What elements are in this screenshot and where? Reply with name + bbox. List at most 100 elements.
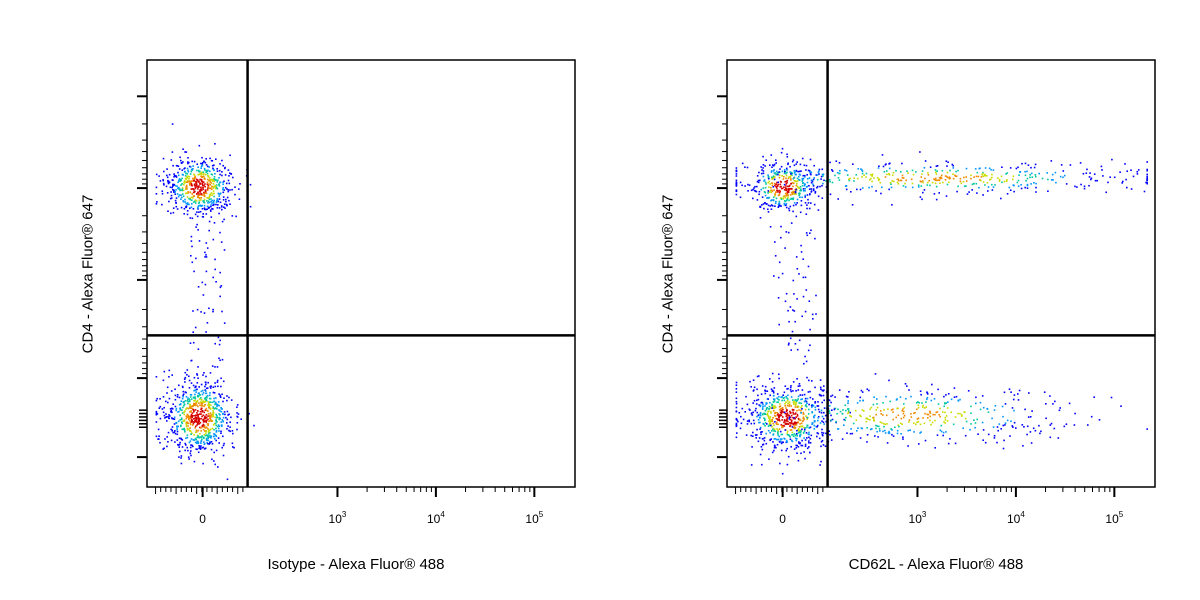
event-dot: [172, 179, 174, 181]
event-dot: [753, 386, 756, 389]
event-dot: [992, 426, 995, 428]
event-dot: [207, 186, 210, 188]
event-dot: [814, 192, 817, 194]
event-dot: [889, 400, 891, 403]
event-dot: [187, 191, 189, 193]
event-dot: [812, 188, 815, 190]
event-dot: [942, 431, 945, 434]
event-dot: [223, 411, 226, 413]
event-dot: [790, 179, 792, 181]
event-dot: [794, 437, 797, 440]
event-dot: [982, 194, 984, 196]
event-dot: [197, 195, 199, 197]
event-dot: [900, 171, 902, 173]
event-dot: [798, 192, 800, 195]
event-dot: [1083, 185, 1086, 188]
event-dot: [776, 421, 778, 424]
event-dot: [920, 176, 923, 178]
event-dot: [193, 174, 196, 176]
event-dot: [236, 416, 239, 418]
event-dot: [818, 168, 821, 171]
event-dot: [200, 397, 202, 399]
event-dot: [181, 188, 184, 190]
event-dot: [804, 183, 806, 186]
event-dot: [786, 463, 789, 466]
event-dot: [800, 422, 803, 425]
event-dot: [198, 190, 201, 193]
event-dot: [757, 181, 760, 184]
event-dot: [892, 408, 894, 411]
event-dot: [773, 196, 775, 199]
event-dot: [204, 185, 206, 188]
event-dot: [191, 405, 193, 408]
event-dot: [218, 404, 220, 407]
event-dot: [205, 158, 207, 160]
event-dot: [774, 193, 776, 195]
event-dot: [773, 399, 776, 402]
event-dot: [772, 175, 775, 177]
event-dot: [777, 191, 779, 193]
event-dot: [751, 414, 754, 416]
event-dot: [209, 392, 211, 394]
event-dot: [218, 409, 220, 411]
event-dot: [1008, 186, 1011, 189]
event-dot: [171, 407, 173, 410]
event-dot: [775, 197, 778, 200]
event-dot: [839, 169, 841, 172]
event-dot: [788, 414, 791, 417]
event-dot: [190, 407, 193, 409]
event-dot: [926, 393, 929, 395]
event-dot: [801, 315, 803, 318]
event-dot: [782, 394, 784, 396]
event-dot: [218, 413, 220, 415]
event-dot: [188, 161, 190, 164]
event-dot: [785, 410, 788, 412]
event-dot: [759, 414, 762, 417]
event-dot: [197, 196, 199, 199]
event-dot: [207, 401, 210, 403]
event-dot: [771, 418, 773, 421]
event-dot: [752, 419, 755, 422]
event-dot: [829, 180, 831, 183]
event-dot: [209, 194, 211, 197]
event-dot: [756, 399, 758, 402]
event-dot: [938, 192, 940, 194]
event-dot: [219, 173, 221, 176]
event-dot: [1032, 427, 1035, 430]
event-dot: [185, 178, 187, 181]
event-dot: [218, 198, 221, 200]
event-dot: [876, 425, 879, 427]
event-dot: [746, 423, 749, 425]
event-dot: [1090, 177, 1093, 180]
event-dot: [1002, 424, 1005, 427]
event-dot: [735, 175, 738, 177]
event-dot: [805, 213, 808, 215]
event-dot: [853, 180, 855, 182]
event-dot: [186, 400, 189, 402]
event-dot: [786, 430, 789, 433]
event-dot: [182, 428, 185, 430]
event-dot: [896, 398, 898, 400]
event-dot: [216, 198, 219, 200]
event-dot: [807, 349, 810, 352]
event-dot: [156, 413, 159, 415]
event-dot: [201, 411, 203, 413]
event-dot: [1000, 175, 1003, 178]
event-dot: [831, 181, 834, 184]
event-dot: [753, 187, 755, 189]
event-dot: [193, 177, 196, 179]
event-dot: [756, 180, 759, 183]
event-dot: [902, 436, 904, 438]
event-dot: [182, 183, 185, 186]
event-dot: [822, 421, 825, 424]
event-dot: [821, 428, 823, 431]
event-dot: [792, 435, 795, 438]
event-dot: [178, 443, 181, 446]
event-dot: [778, 428, 781, 430]
event-dot: [1051, 173, 1054, 176]
event-dot: [201, 162, 203, 165]
event-dot: [803, 400, 806, 403]
event-dot: [190, 166, 192, 168]
event-dot: [177, 411, 179, 413]
event-dot: [940, 176, 942, 179]
